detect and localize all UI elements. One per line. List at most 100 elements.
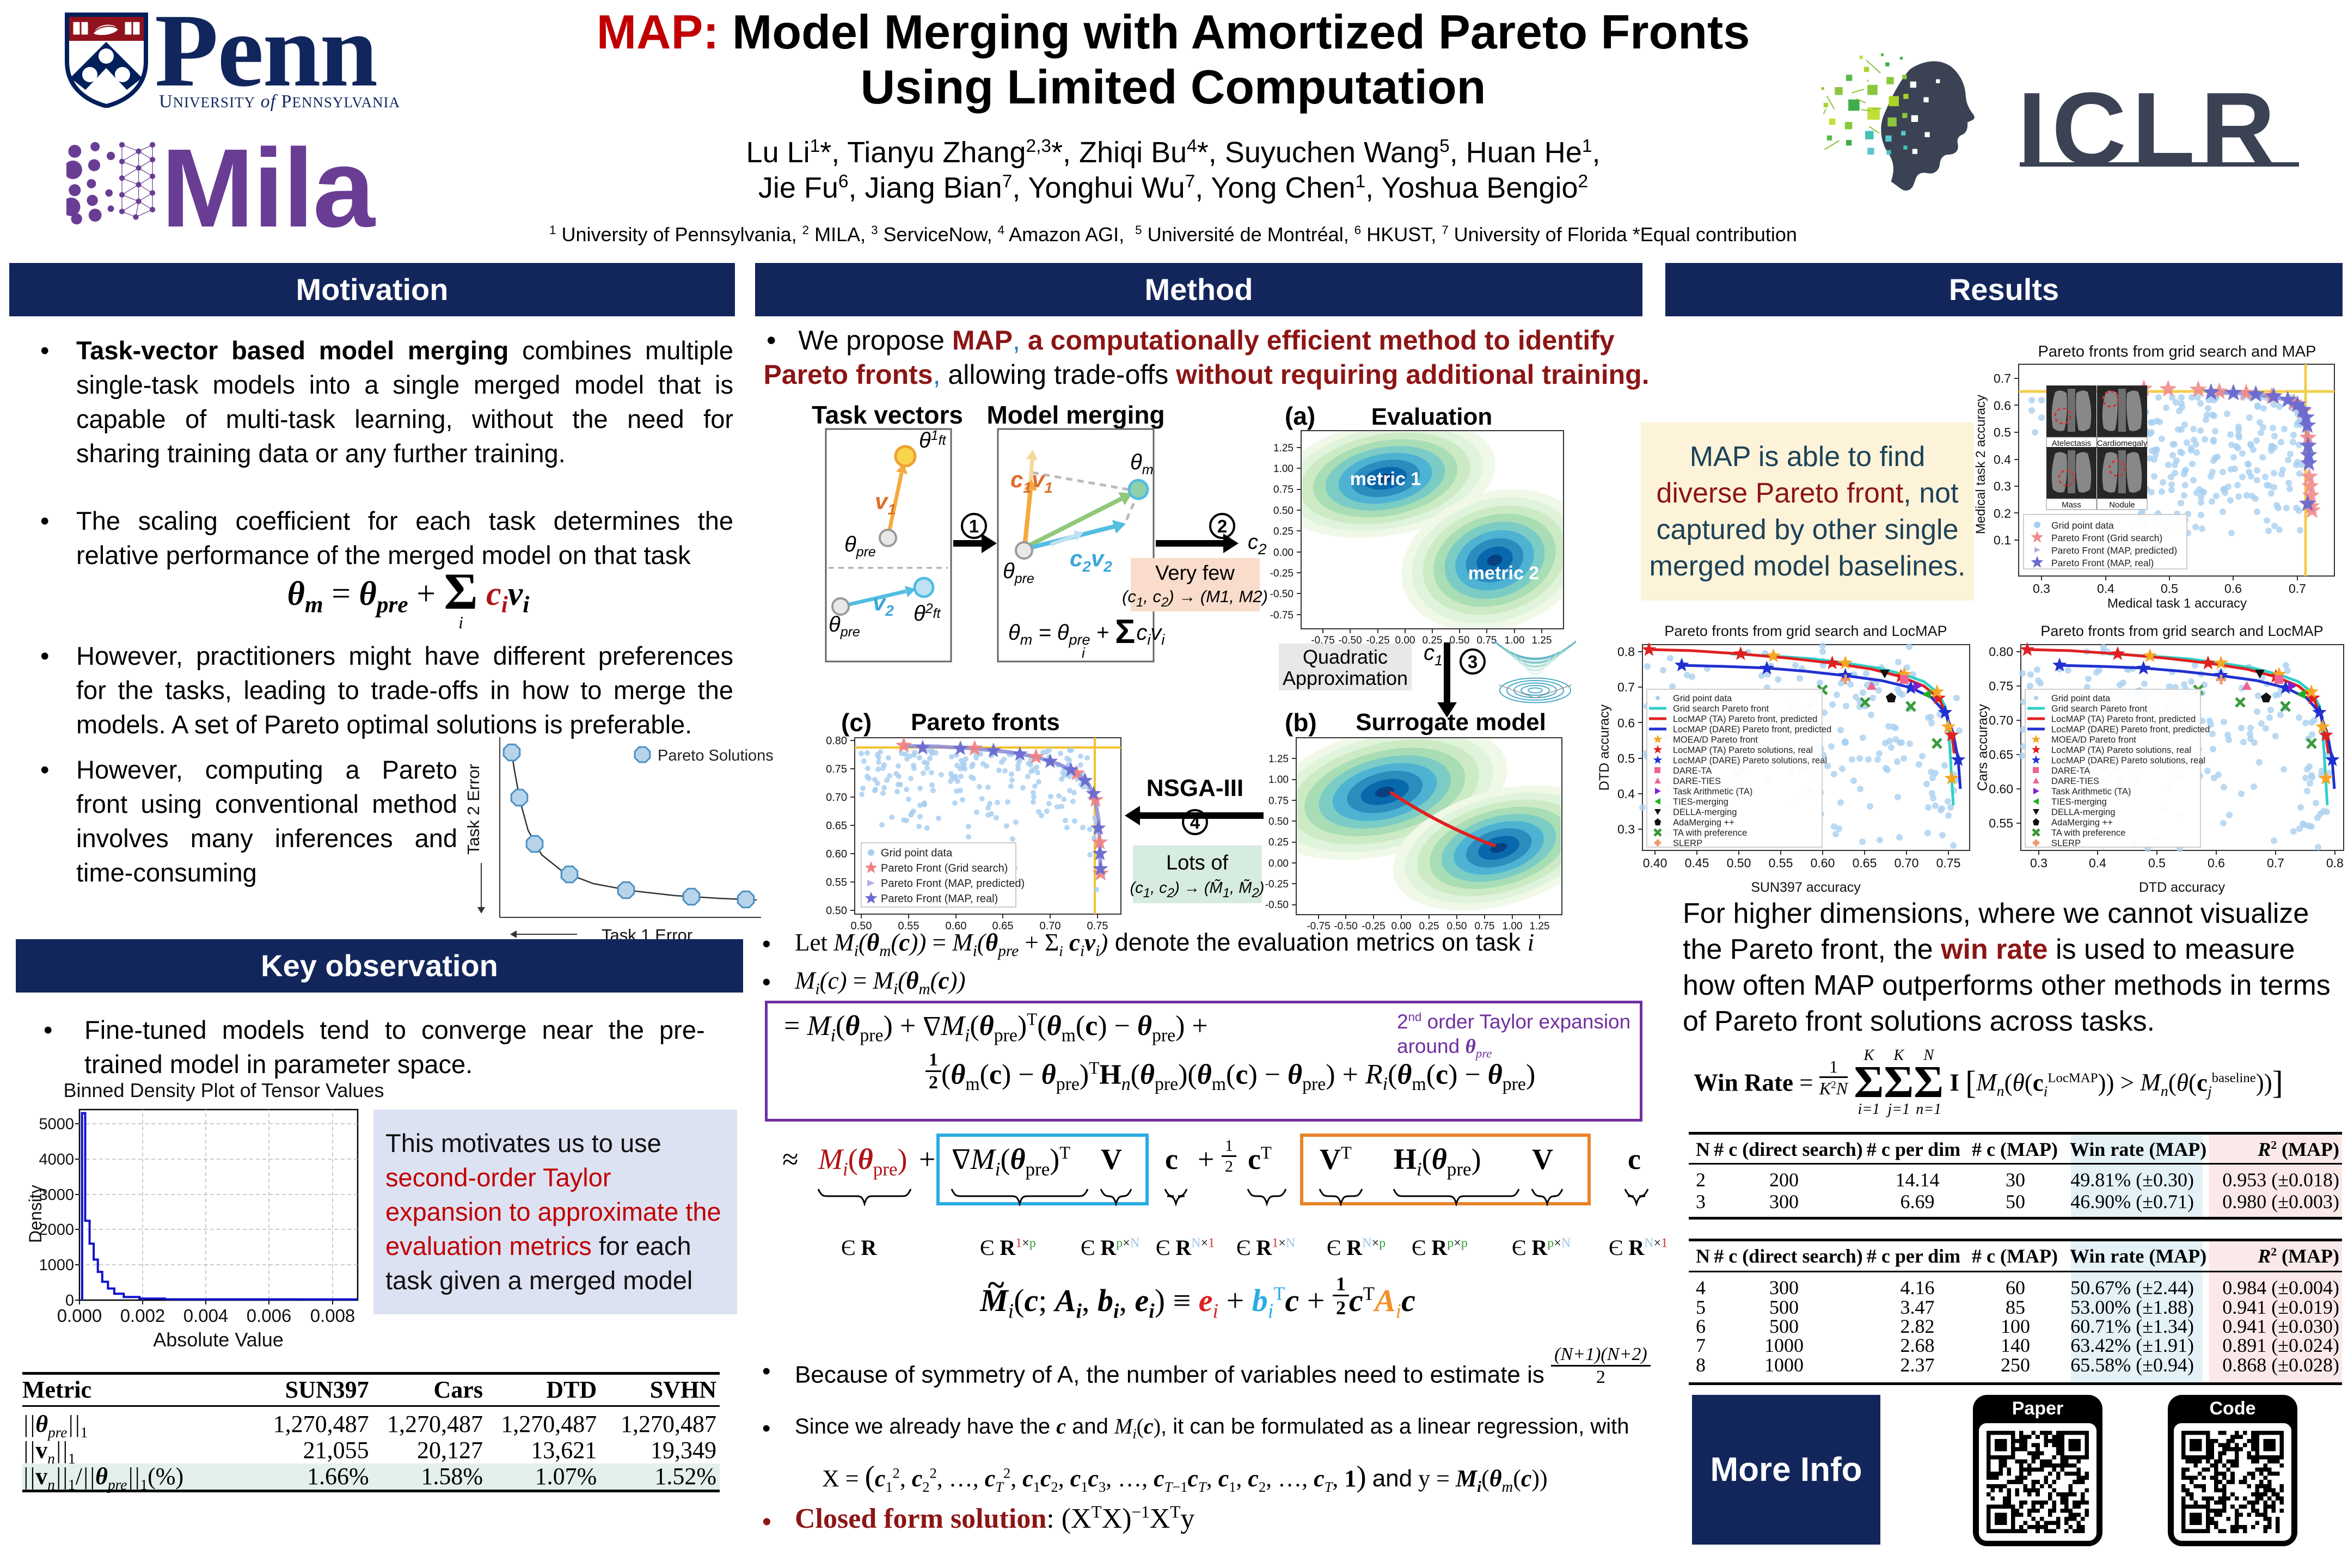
svg-text:0.55: 0.55 <box>1769 856 1793 870</box>
svg-text:Pareto Front (MAP, real): Pareto Front (MAP, real) <box>881 893 998 905</box>
svg-text:SLERP: SLERP <box>1673 838 1702 848</box>
svg-text:Surrogate model: Surrogate model <box>1356 709 1546 736</box>
svg-text:0.7: 0.7 <box>2289 581 2306 596</box>
svg-text:Grid search Pareto front: Grid search Pareto front <box>2051 704 2147 714</box>
svg-text:1000: 1000 <box>39 1257 74 1274</box>
svg-text:0.50: 0.50 <box>1727 856 1751 870</box>
svg-text:LocMAP (DARE) Pareto solutions: LocMAP (DARE) Pareto solutions, real <box>1673 756 1827 765</box>
svg-text:0.70: 0.70 <box>1895 856 1919 870</box>
svg-text:SUN397 accuracy: SUN397 accuracy <box>1751 880 1861 895</box>
svg-text:0.75: 0.75 <box>1475 921 1495 932</box>
svg-text:Binned Density Plot of Tensor: Binned Density Plot of Tensor Values <box>63 1080 384 1101</box>
svg-text:0.60: 0.60 <box>1989 782 2013 796</box>
svg-text:3: 3 <box>1468 652 1478 672</box>
svg-text:Cardiomegaly: Cardiomegaly <box>2097 439 2148 448</box>
svg-text:0.006: 0.006 <box>247 1306 292 1326</box>
svg-text:3000: 3000 <box>39 1186 74 1204</box>
svg-text:(c): (c) <box>841 708 872 737</box>
svg-text:0.40: 0.40 <box>1643 856 1667 870</box>
svg-text:0.50: 0.50 <box>826 905 847 917</box>
svg-text:Medical task 2 accuracy: Medical task 2 accuracy <box>1973 395 1988 534</box>
svg-text:LocMAP (TA) Pareto solutions,: LocMAP (TA) Pareto solutions, real <box>1673 745 1813 755</box>
svg-text:Lots of: Lots of <box>1166 852 1229 874</box>
svg-text:Task Arithmetic (TA): Task Arithmetic (TA) <box>2051 787 2131 797</box>
svg-text:0.000: 0.000 <box>57 1306 102 1326</box>
svg-text:Pareto Front (MAP, predicted): Pareto Front (MAP, predicted) <box>881 878 1025 890</box>
svg-text:0.7: 0.7 <box>2267 856 2284 870</box>
svg-text:1: 1 <box>969 516 979 536</box>
svg-text:0.75: 0.75 <box>1477 635 1497 646</box>
svg-text:Task vectors: Task vectors <box>812 401 963 429</box>
svg-text:TIES-merging: TIES-merging <box>1673 797 1728 807</box>
svg-text:LocMAP (DARE) Pareto front, pr: LocMAP (DARE) Pareto front, predicted <box>2051 725 2210 734</box>
svg-text:1.00: 1.00 <box>1268 774 1289 786</box>
svg-text:0.6: 0.6 <box>1617 716 1635 730</box>
svg-text:0.25: 0.25 <box>1268 837 1289 848</box>
svg-text:0.55: 0.55 <box>898 920 919 932</box>
svg-text:LocMAP (TA) Pareto solutions,: LocMAP (TA) Pareto solutions, real <box>2051 745 2191 755</box>
svg-text:1.25: 1.25 <box>1530 921 1550 932</box>
svg-text:0.50: 0.50 <box>851 920 872 932</box>
svg-text:-0.75: -0.75 <box>1270 610 1293 621</box>
svg-text:TA with preference: TA with preference <box>2051 828 2125 838</box>
svg-text:c2: c2 <box>1248 531 1267 558</box>
svg-text:0.4: 0.4 <box>2089 856 2106 870</box>
svg-text:-0.25: -0.25 <box>1366 635 1389 646</box>
svg-text:1.00: 1.00 <box>1273 463 1293 475</box>
svg-text:(a): (a) <box>1285 402 1315 430</box>
svg-text:0.75: 0.75 <box>1087 920 1108 932</box>
svg-text:Model merging: Model merging <box>986 401 1164 429</box>
svg-text:Medical task 1 accuracy: Medical task 1 accuracy <box>2107 596 2247 611</box>
svg-text:0.50: 0.50 <box>1447 921 1467 932</box>
svg-text:Pareto Front (Grid search): Pareto Front (Grid search) <box>881 862 1008 874</box>
svg-text:0.70: 0.70 <box>1989 713 2013 727</box>
svg-text:-0.25: -0.25 <box>1265 879 1289 890</box>
svg-text:1.25: 1.25 <box>1532 635 1552 646</box>
svg-text:0: 0 <box>65 1292 74 1309</box>
svg-text:0.3: 0.3 <box>1617 822 1635 836</box>
svg-text:0.60: 0.60 <box>1811 856 1835 870</box>
svg-text:0.80: 0.80 <box>826 735 847 747</box>
svg-text:0.75: 0.75 <box>1268 795 1289 807</box>
svg-text:0.5: 0.5 <box>2161 581 2178 596</box>
svg-text:Pareto Front (Grid search): Pareto Front (Grid search) <box>2051 532 2162 543</box>
svg-text:Pareto Front (MAP, predicted): Pareto Front (MAP, predicted) <box>2051 545 2177 556</box>
svg-text:Atelectasis: Atelectasis <box>2052 439 2092 448</box>
svg-text:0.002: 0.002 <box>120 1306 165 1326</box>
svg-text:AdaMerging ++: AdaMerging ++ <box>1673 818 1734 828</box>
svg-text:SLERP: SLERP <box>2051 838 2081 848</box>
svg-text:Quadratic: Quadratic <box>1303 646 1388 668</box>
svg-text:0.65: 0.65 <box>1989 748 2013 762</box>
svg-text:Grid point data: Grid point data <box>1673 694 1732 703</box>
svg-text:2000: 2000 <box>39 1221 74 1239</box>
svg-text:LocMAP (TA) Pareto front, pred: LocMAP (TA) Pareto front, predicted <box>2051 714 2196 724</box>
svg-text:Cars accuracy: Cars accuracy <box>1975 704 1990 791</box>
svg-text:Evaluation: Evaluation <box>1371 403 1493 430</box>
svg-text:Pareto fronts from grid search: Pareto fronts from grid search and LocMA… <box>1664 623 1947 639</box>
svg-text:-0.75: -0.75 <box>1311 635 1334 646</box>
svg-text:1.25: 1.25 <box>1273 443 1293 454</box>
svg-text:1.25: 1.25 <box>1268 754 1289 765</box>
svg-text:1.00: 1.00 <box>1505 635 1525 646</box>
svg-text:Grid search Pareto front: Grid search Pareto front <box>1673 704 1769 714</box>
svg-text:0.00: 0.00 <box>1395 635 1415 646</box>
svg-text:AdaMerging ++: AdaMerging ++ <box>2051 818 2113 828</box>
svg-text:0.6: 0.6 <box>2224 581 2242 596</box>
svg-text:TA with preference: TA with preference <box>1673 828 1747 838</box>
svg-text:0.00: 0.00 <box>1268 858 1289 869</box>
svg-text:0.2: 0.2 <box>1994 506 2011 520</box>
svg-text:0.65: 0.65 <box>1853 856 1877 870</box>
svg-text:0.60: 0.60 <box>826 848 847 860</box>
svg-text:0.00: 0.00 <box>1391 921 1412 932</box>
svg-text:DELLA-merging: DELLA-merging <box>2051 807 2115 817</box>
svg-text:0.65: 0.65 <box>826 820 847 832</box>
svg-text:Task Arithmetic (TA): Task Arithmetic (TA) <box>1673 787 1752 797</box>
svg-text:0.60: 0.60 <box>946 920 967 932</box>
svg-text:0.5: 0.5 <box>1994 425 2011 439</box>
svg-text:0.3: 0.3 <box>2030 856 2047 870</box>
svg-text:Pareto fronts from grid search: Pareto fronts from grid search and MAP <box>2038 343 2316 360</box>
svg-text:Nodule: Nodule <box>2109 500 2135 510</box>
svg-text:5000: 5000 <box>39 1116 74 1133</box>
svg-text:Pareto fronts from grid search: Pareto fronts from grid search and LocMA… <box>2040 623 2323 639</box>
svg-text:0.008: 0.008 <box>310 1306 355 1326</box>
